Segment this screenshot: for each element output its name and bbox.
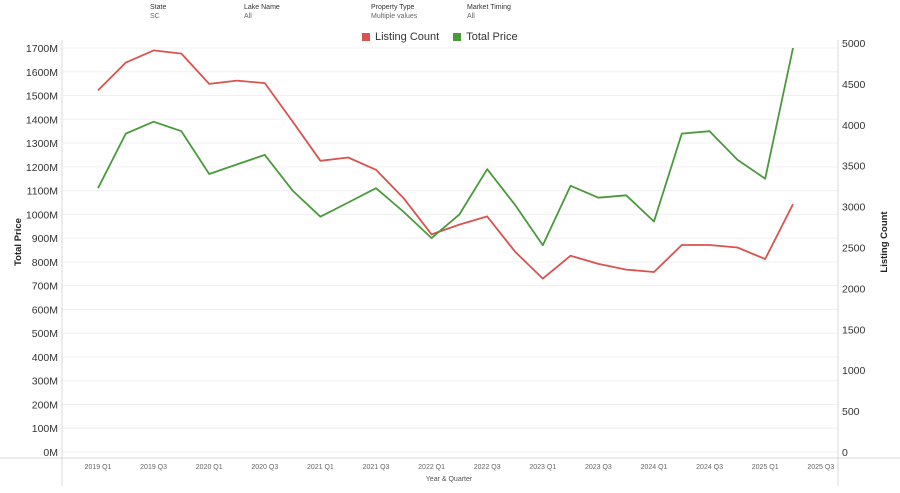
right-axis-tick-label: 2500 [842,243,866,255]
left-axis-tick-label: 1500M [26,91,58,103]
right-axis-title: Listing Count [879,211,890,273]
filter-market-timing[interactable]: Market Timing All [467,4,511,21]
filter-value: All [244,13,252,20]
left-axis-tick-label: 400M [32,352,58,364]
series-lines [97,47,794,280]
left-axis-tick-label: 1000M [26,209,58,221]
right-axis-tick-label: 4000 [842,120,866,132]
x-axis-tick-label: 2019 Q3 [140,464,167,471]
filter-lake-name[interactable]: Lake Name All [244,4,280,21]
x-axis-tick-label: 2023 Q3 [585,464,612,471]
x-axis-tick-label: 2024 Q3 [696,464,723,471]
series-line-total-price [97,47,794,247]
right-axis-tick-label: 1500 [842,324,866,336]
x-axis-tick-label: 2020 Q1 [196,464,223,471]
x-axis-tick-label: 2023 Q1 [529,464,556,471]
filter-value: All [467,13,475,20]
filter-state[interactable]: State SC [150,4,166,21]
left-axis-tick-label: 200M [32,399,58,411]
x-axis-tick-label: 2021 Q3 [363,464,390,471]
filter-label: Lake Name [244,4,280,11]
x-axis-tick-label: 2021 Q1 [307,464,334,471]
filter-value: SC [150,13,160,20]
filter-label: Property Type [371,4,415,11]
left-axis-tick-label: 100M [32,423,58,435]
left-axis-tick-label: 1300M [26,138,58,150]
x-axis-tick-label: 2019 Q1 [85,464,112,471]
legend-item-total-price[interactable]: Total Price [453,31,518,43]
right-axis-tick-label: 3500 [842,161,866,173]
left-axis-tick-label: 1100M [27,186,58,198]
left-axis-tick-label: 1200M [26,162,58,174]
legend-swatch [362,33,370,41]
right-axis-tick-label: 2000 [842,283,866,295]
legend-label: Listing Count [375,31,440,43]
axes [0,40,900,486]
legend-item-listing-count[interactable]: Listing Count [362,31,439,43]
x-axis-tick-label: 2024 Q1 [641,464,668,471]
x-axis-tick-label: 2020 Q3 [251,464,278,471]
chart-legend: Listing Count Total Price [362,30,532,44]
right-axis-tick-label: 1000 [842,365,866,377]
tick-labels: 0M 100M 200M 300M 400M 500M 600M 700M 800M 900M 10… [13,38,890,483]
right-axis-tick-label: 0 [842,447,848,459]
left-axis-title: Total Price [13,218,24,266]
legend-swatch [453,33,462,41]
left-axis-tick-label: 700M [32,281,58,293]
left-axis-tick-label: 1700M [26,43,58,55]
x-axis-title: Year & Quarter [426,476,473,483]
filter-bar: State SC Lake Name All Property Type Mul… [0,4,900,24]
left-axis-tick-label: 800M [32,257,58,269]
left-axis-tick-label: 1600M [26,67,58,79]
left-axis-tick-label: 0M [43,447,58,459]
left-axis-tick-label: 300M [32,376,58,388]
filter-label: State [150,4,167,11]
right-axis-tick-label: 500 [842,406,860,418]
x-axis-tick-label: 2025 Q3 [807,464,834,471]
left-axis-tick-label: 600M [32,304,58,316]
gridlines [62,47,838,453]
series-line-listing-count [97,49,794,280]
filter-property-type[interactable]: Property Type Multiple values [371,4,417,21]
legend-label: Total Price [466,31,518,43]
left-axis-tick-label: 1400M [26,114,58,126]
x-axis-tick-label: 2022 Q3 [474,464,501,471]
right-axis-tick-label: 4500 [842,79,866,91]
right-axis-tick-label: 3000 [842,202,866,214]
filter-label: Market Timing [467,4,511,11]
left-axis-tick-label: 500M [32,328,58,340]
x-axis-tick-label: 2025 Q1 [752,464,779,471]
filter-value: Multiple values [371,13,418,20]
left-axis-tick-label: 900M [32,233,58,245]
x-axis-tick-label: 2022 Q1 [418,464,445,471]
right-axis-tick-label: 5000 [842,38,866,50]
